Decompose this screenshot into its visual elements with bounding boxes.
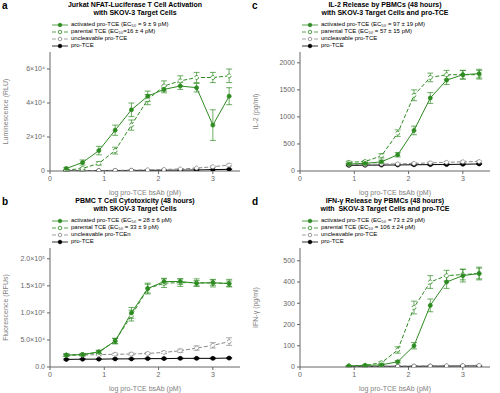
svg-text:0: 0 — [48, 371, 52, 378]
svg-text:100: 100 — [283, 342, 295, 349]
svg-text:0: 0 — [298, 371, 302, 378]
svg-text:2: 2 — [157, 371, 161, 378]
html-text:activated pro-TCE (EC₅₀ = 73 ±: activated pro-TCE (EC₅₀ = 73 ± 29 pM) — [321, 217, 426, 223]
svg-text:IL-2 (pg/ml): IL-2 (pg/ml) — [252, 94, 260, 130]
html-text:parental TCE (EC₅₀=16 ± 4 pM): parental TCE (EC₅₀=16 ± 4 pM) — [71, 28, 156, 34]
svg-text:2: 2 — [157, 175, 161, 182]
svg-text:400: 400 — [283, 278, 295, 285]
svg-text:log pro-TCE bsAb (pM): log pro-TCE bsAb (pM) — [359, 189, 431, 197]
svg-text:log pro-TCE bsAb (pM): log pro-TCE bsAb (pM) — [109, 385, 181, 393]
svg-text:0: 0 — [298, 175, 302, 182]
html-text:uncleavable pro-TCE: uncleavable pro-TCE — [71, 35, 128, 41]
svg-text:4×10⁴: 4×10⁴ — [26, 99, 45, 106]
svg-text:2000: 2000 — [279, 59, 295, 66]
html-text:parental TCE (EC₅₀ = 106 ± 24: parental TCE (EC₅₀ = 106 ± 24 pM) — [321, 224, 416, 230]
svg-text:500: 500 — [283, 257, 295, 264]
svg-text:log pro-TCE bsAb (pM): log pro-TCE bsAb (pM) — [109, 189, 181, 197]
html-text:b: b — [2, 196, 9, 207]
svg-text:1: 1 — [102, 371, 106, 378]
html-text:pro-TCE: pro-TCE — [71, 42, 94, 48]
svg-text:300: 300 — [283, 300, 295, 307]
html-text:parental TCE (EC₅₀ = 33 ± 9 pM: parental TCE (EC₅₀ = 33 ± 9 pM) — [71, 224, 159, 230]
svg-text:1500: 1500 — [279, 86, 295, 93]
svg-text:IFN-γ (pg/ml): IFN-γ (pg/ml) — [252, 287, 260, 328]
svg-text:1: 1 — [352, 175, 356, 182]
svg-text:0: 0 — [48, 175, 52, 182]
svg-text:200: 200 — [283, 321, 295, 328]
svg-text:2: 2 — [407, 371, 411, 378]
html-text:activated pro-TCE (EC₅₀ = 97 ±: activated pro-TCE (EC₅₀ = 97 ± 19 pM) — [321, 21, 426, 27]
html-text:uncleavable pro-TCEn: uncleavable pro-TCEn — [71, 231, 131, 237]
svg-text:6×10⁴: 6×10⁴ — [26, 65, 45, 72]
svg-text:3: 3 — [461, 175, 465, 182]
svg-text:0: 0 — [41, 167, 45, 174]
html-text:d: d — [252, 196, 259, 207]
svg-text:1: 1 — [102, 175, 106, 182]
html-text:pro-TCE: pro-TCE — [321, 42, 344, 48]
svg-text:0.0: 0.0 — [35, 363, 45, 370]
svg-text:3: 3 — [211, 371, 215, 378]
html-text:IL-2 Release by PBMCs (48 hour: IL-2 Release by PBMCs (48 hours) with SK… — [321, 1, 449, 16]
svg-text:1000: 1000 — [279, 113, 295, 120]
svg-text:0: 0 — [291, 167, 295, 174]
svg-text:log pro-TCE bsAb (pM): log pro-TCE bsAb (pM) — [359, 385, 431, 393]
html-text:activated pro-TCE (EC₅₀ = 28 ±: activated pro-TCE (EC₅₀ = 28 ± 6 pM) — [71, 217, 172, 223]
html-text:parental TCE (EC₅₀ = 57 ± 15 p: parental TCE (EC₅₀ = 57 ± 15 pM) — [321, 28, 412, 34]
svg-text:1.5×10⁵: 1.5×10⁵ — [20, 282, 45, 289]
svg-text:3: 3 — [211, 175, 215, 182]
html-text:c: c — [252, 0, 258, 11]
svg-text:Luminescence (RLU): Luminescence (RLU) — [8, 79, 10, 145]
svg-text:1.0×10⁵: 1.0×10⁵ — [20, 309, 45, 316]
html-text:uncleavable pro-TCE: uncleavable pro-TCE — [321, 35, 378, 41]
html-text:Jurkat NFAT-Luciferase T Cell: Jurkat NFAT-Luciferase T Cell Activation… — [67, 1, 203, 16]
html-text:uncleavable pro-TCE: uncleavable pro-TCE — [321, 231, 378, 237]
html-text:pro-TCE: pro-TCE — [321, 238, 344, 244]
svg-text:3: 3 — [461, 371, 465, 378]
svg-text:1: 1 — [352, 371, 356, 378]
svg-text:Fluorescence (RFUs): Fluorescence (RFUs) — [8, 274, 10, 341]
svg-text:500: 500 — [283, 140, 295, 147]
svg-text:2: 2 — [407, 175, 411, 182]
html-text:a: a — [2, 0, 8, 11]
svg-text:2.0×10⁵: 2.0×10⁵ — [20, 255, 45, 262]
svg-text:5.0×10⁴: 5.0×10⁴ — [20, 336, 45, 343]
html-text:PBMC T Cell Cytotoxicity (48 h: PBMC T Cell Cytotoxicity (48 hours) with… — [75, 197, 195, 212]
svg-text:0: 0 — [291, 363, 295, 370]
html-text:activated pro-TCE (EC₅₀ = 9 ±: activated pro-TCE (EC₅₀ = 9 ± 9 pM) — [71, 21, 169, 27]
svg-text:2×10⁴: 2×10⁴ — [26, 133, 45, 140]
html-text:pro-TCE: pro-TCE — [71, 238, 94, 244]
html-text:IFN-γ Release by PBMCs (48 hou: IFN-γ Release by PBMCs (48 hours) with S… — [320, 197, 450, 212]
